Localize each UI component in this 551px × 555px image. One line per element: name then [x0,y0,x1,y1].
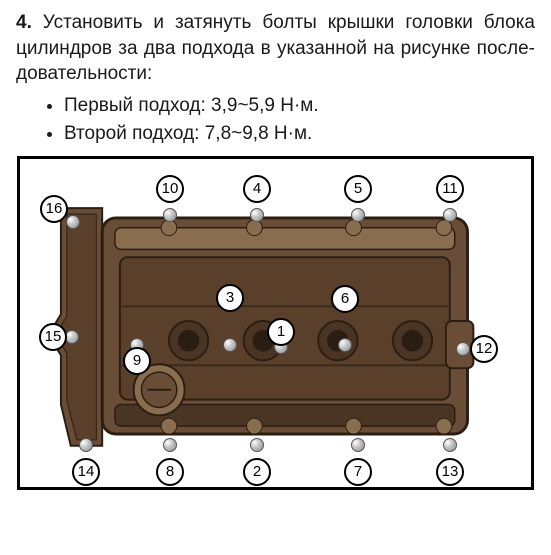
bolt-dot-10 [163,208,177,222]
bolt-label-8: 8 [156,458,184,486]
approach-item-1: Первый подход: 3,9~5,9 Н·м. [64,93,535,119]
step-number: 4. [16,12,32,33]
bolt-dot-6 [338,338,352,352]
bolt-dot-12 [456,342,470,356]
bolt-label-4: 4 [243,175,271,203]
heading-body: Установить и затянуть болты крыш­ки голо… [16,12,535,84]
bolt-label-6: 6 [331,285,359,313]
approach-item-2: Второй подход: 7,8~9,8 Н·м. [64,121,535,147]
bolt-label-10: 10 [156,175,184,203]
bolt-label-3: 3 [216,284,244,312]
bolt-dot-13 [443,438,457,452]
bolt-dot-5 [351,208,365,222]
bolt-dot-4 [250,208,264,222]
approach-list: Первый подход: 3,9~5,9 Н·м. Второй подхо… [64,93,535,146]
bolt-label-7: 7 [344,458,372,486]
bolt-label-13: 13 [436,458,464,486]
torque-sequence-figure: 12345678910111213141516 [17,156,534,490]
bolt-label-2: 2 [243,458,271,486]
bolt-dot-2 [250,438,264,452]
bolt-label-15: 15 [39,323,67,351]
instruction-text: 4. Установить и затянуть болты крыш­ки г… [16,10,535,87]
bolt-label-12: 12 [470,335,498,363]
bolt-dot-8 [163,438,177,452]
bolt-label-16: 16 [40,195,68,223]
bolt-dot-16 [66,215,80,229]
bolt-label-1: 1 [267,318,295,346]
bolt-label-11: 11 [436,175,464,203]
bolt-dot-7 [351,438,365,452]
bolt-dot-15 [65,330,79,344]
bolt-dot-11 [443,208,457,222]
bolt-label-14: 14 [72,458,100,486]
bolt-dot-3 [223,338,237,352]
bolt-label-5: 5 [344,175,372,203]
bolt-dot-14 [79,438,93,452]
bolt-label-9: 9 [123,347,151,375]
